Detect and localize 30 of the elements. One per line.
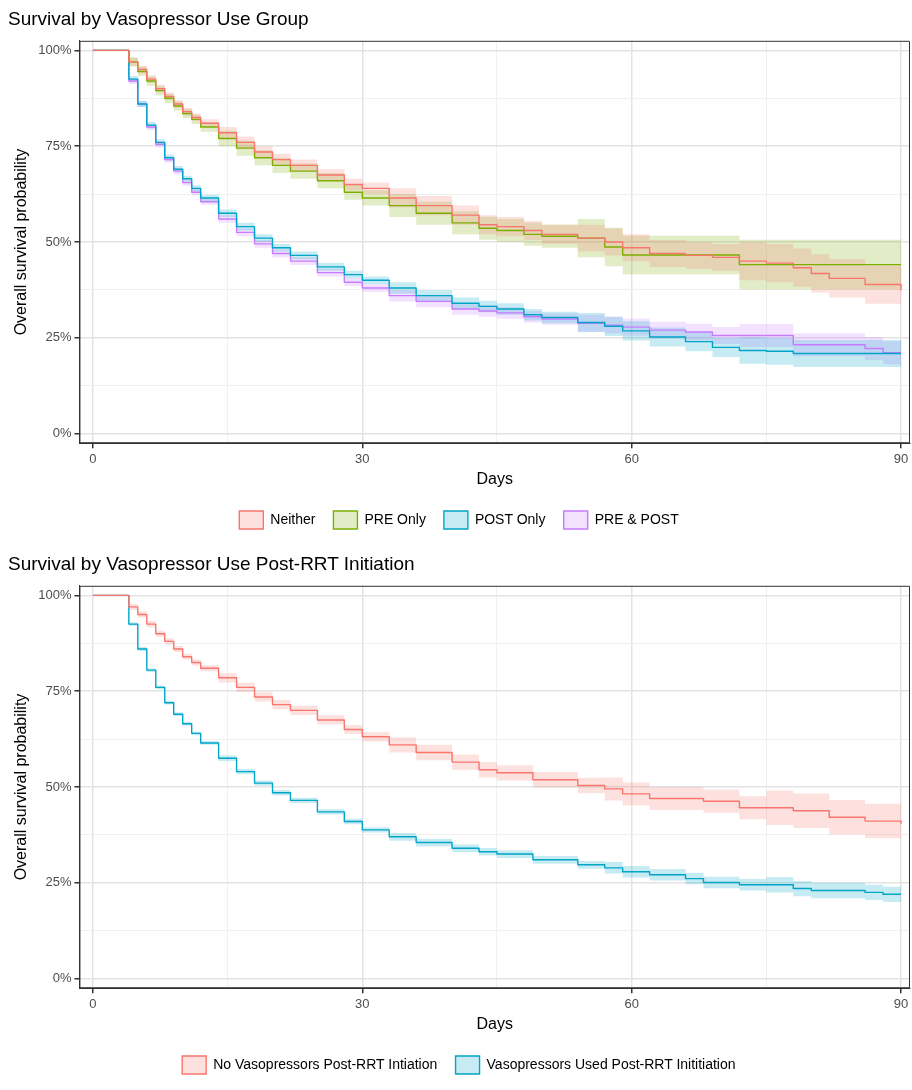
y-tick-label: 75%: [45, 682, 72, 698]
x-tick-label: 30: [355, 450, 370, 466]
y-tick-label: 0%: [52, 970, 72, 986]
x-tick-label: 0: [89, 995, 97, 1011]
x-tick-label: 30: [355, 995, 370, 1011]
chart-title: Survival by Vasopressor Use Group: [8, 7, 309, 29]
x-axis-title: Days: [476, 469, 513, 487]
y-tick-label: 50%: [45, 778, 72, 794]
y-axis-title: Overall survival probability: [12, 693, 30, 881]
legend-label: Vasopressors Used Post-RRT Inititiation: [486, 1055, 736, 1072]
y-tick-label: 0%: [52, 425, 72, 441]
y-tick-label: 100%: [38, 41, 72, 57]
x-tick-label: 60: [624, 995, 639, 1011]
y-tick-label: 100%: [38, 586, 72, 602]
y-axis-title: Overall survival probability: [12, 148, 30, 336]
y-tick-label: 50%: [45, 233, 72, 249]
x-tick-label: 90: [893, 995, 909, 1011]
chart-title: Survival by Vasopressor Use Post-RRT Initiation: [8, 552, 415, 574]
legend-label: No Vasopressors Post-RRT Intiation: [213, 1055, 438, 1072]
y-tick-label: 75%: [45, 137, 72, 153]
legend-label: PRE & POST: [594, 510, 680, 527]
x-tick-label: 0: [89, 450, 97, 466]
x-tick-label: 60: [624, 450, 639, 466]
y-tick-label: 25%: [45, 329, 72, 345]
legend-label: Neither: [270, 510, 316, 527]
legend-label: POST Only: [474, 510, 546, 527]
x-axis-title: Days: [476, 1014, 513, 1032]
legend-label: PRE Only: [364, 510, 426, 527]
x-tick-label: 90: [893, 450, 909, 466]
y-tick-label: 25%: [45, 874, 72, 890]
